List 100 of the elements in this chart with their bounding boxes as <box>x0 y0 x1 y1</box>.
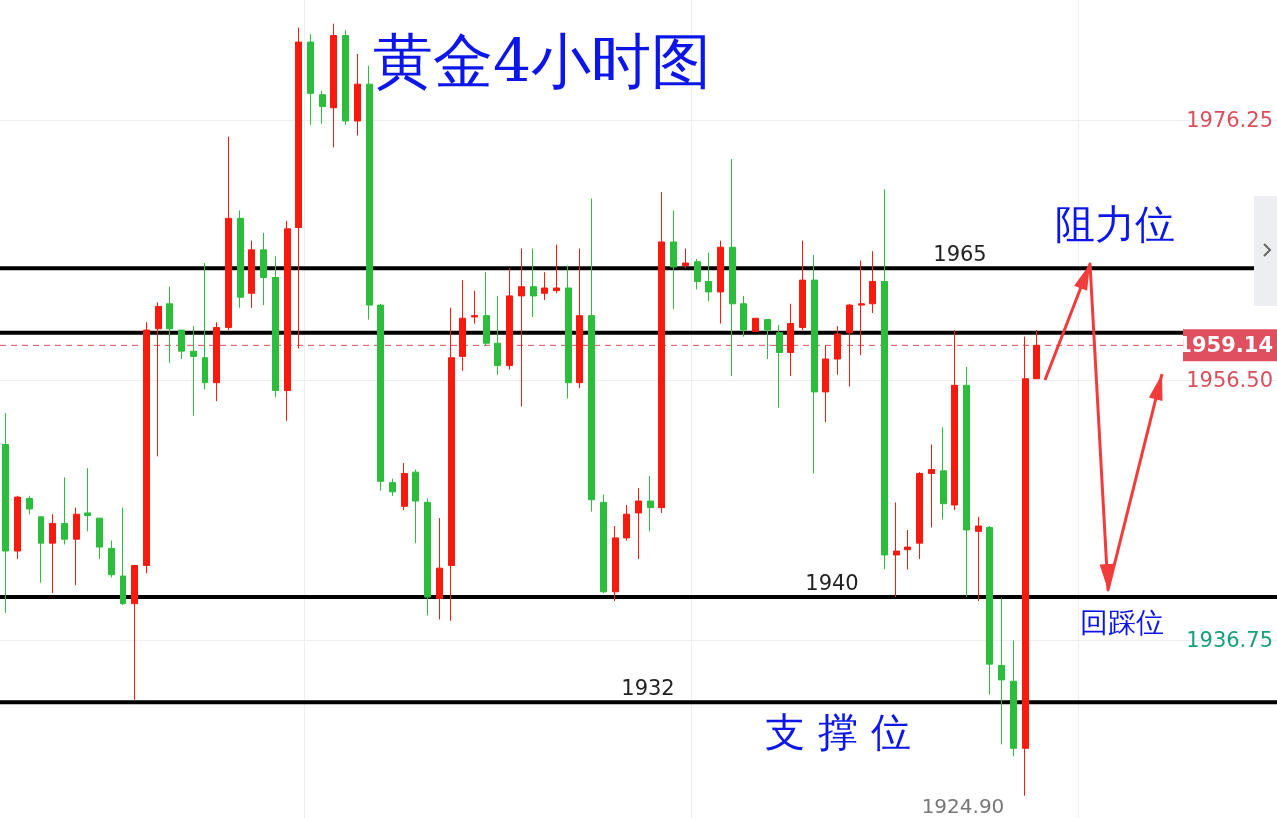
candlestick <box>1022 336 1029 797</box>
candlestick <box>61 476 68 545</box>
candlestick <box>342 29 349 126</box>
candlestick <box>73 507 80 586</box>
candlestick <box>307 33 314 126</box>
candlestick <box>916 471 923 560</box>
candlestick <box>647 475 654 532</box>
candlestick <box>366 65 373 321</box>
candlestick <box>518 248 525 407</box>
candlestick <box>717 240 724 325</box>
candlestick <box>248 240 255 309</box>
text: 黄金4小时图 <box>373 26 712 96</box>
candlestick <box>822 345 829 423</box>
candlestick <box>1010 639 1017 757</box>
candlestick <box>858 259 865 356</box>
ref-line-label: 1965 <box>933 241 987 266</box>
candlestick <box>940 426 947 520</box>
candlestick <box>483 271 490 347</box>
candlestick <box>541 271 548 301</box>
candlestick <box>881 188 888 570</box>
candlestick <box>600 493 607 594</box>
ref-line-label: 1959.14 <box>1177 333 1273 358</box>
annotation: 阻力位 <box>1055 201 1175 247</box>
candlestick <box>565 265 572 399</box>
candlestick <box>401 462 408 511</box>
candlestick <box>354 53 361 136</box>
candlestick <box>120 507 126 606</box>
candlestick <box>986 525 993 695</box>
candlestick <box>588 198 595 513</box>
candlestick <box>84 467 91 532</box>
candlestick <box>96 517 103 560</box>
candlestick <box>26 495 33 515</box>
candlestick <box>2 412 9 614</box>
candlestick <box>612 525 619 602</box>
candlestick <box>225 136 232 331</box>
candlestick <box>1033 329 1040 380</box>
candlestick <box>377 303 384 492</box>
candlestick <box>893 501 900 598</box>
candlestick <box>143 321 150 574</box>
candlestick <box>553 244 560 294</box>
ref-line-label: 1932 <box>621 675 675 700</box>
candlestick <box>260 232 267 306</box>
candlestick <box>811 254 818 474</box>
candlestick <box>319 90 326 125</box>
candlestick <box>799 240 806 331</box>
candlestick <box>787 303 794 377</box>
candlestick <box>658 191 665 514</box>
candlestick <box>682 248 689 269</box>
candlestick <box>272 255 279 398</box>
candlestick <box>694 258 701 290</box>
candlestick <box>202 262 208 390</box>
candlestick <box>904 529 911 570</box>
candlestick <box>295 27 302 349</box>
candlestick <box>436 517 443 620</box>
candlestick <box>776 324 783 409</box>
y-tick-label: 1956.50 <box>1186 368 1273 393</box>
candlestick <box>975 516 982 602</box>
candlestick <box>928 444 935 528</box>
candlestick <box>834 325 841 376</box>
candlestick <box>471 290 478 325</box>
candlestick <box>237 209 244 309</box>
annotation: 1924.90 <box>921 794 1005 818</box>
candlestick <box>623 504 630 542</box>
candlestick <box>963 366 970 598</box>
candlestick <box>424 497 431 616</box>
candlestick <box>190 325 197 417</box>
candlestick <box>155 301 162 457</box>
candlestick <box>131 565 138 701</box>
candlestick <box>14 495 21 560</box>
y-tick-label: 1936.75 <box>1186 627 1273 652</box>
candlestick <box>330 23 337 148</box>
candlestick <box>740 295 747 338</box>
candlestick <box>846 303 853 388</box>
ref-line-label: 1940 <box>805 570 859 595</box>
candlestick <box>389 478 396 497</box>
candlestick <box>670 209 677 310</box>
candlestick <box>752 317 759 332</box>
candlestick <box>729 158 736 377</box>
candlestick <box>284 220 291 422</box>
candlestick <box>213 321 220 402</box>
candlestick <box>108 540 115 578</box>
candlestick <box>459 279 466 372</box>
y-tick-label: 1976.25 <box>1186 108 1273 133</box>
candlestick <box>448 307 455 622</box>
candlestick <box>49 513 56 594</box>
candlestick <box>951 329 958 511</box>
annotation: 回踩位 <box>1080 605 1164 639</box>
candlestick <box>635 487 642 560</box>
candlestick <box>38 516 44 584</box>
candlestick <box>166 286 173 364</box>
candlestick <box>998 597 1005 745</box>
annotation: 支 撑 位 <box>765 709 911 755</box>
candlestick <box>506 267 513 371</box>
candlestick <box>412 469 419 544</box>
candlestick <box>494 295 501 376</box>
candlestick <box>764 319 771 360</box>
candlestick <box>705 252 712 302</box>
candlestick <box>178 329 185 360</box>
candlestick <box>869 250 876 314</box>
candlestick <box>530 248 537 318</box>
